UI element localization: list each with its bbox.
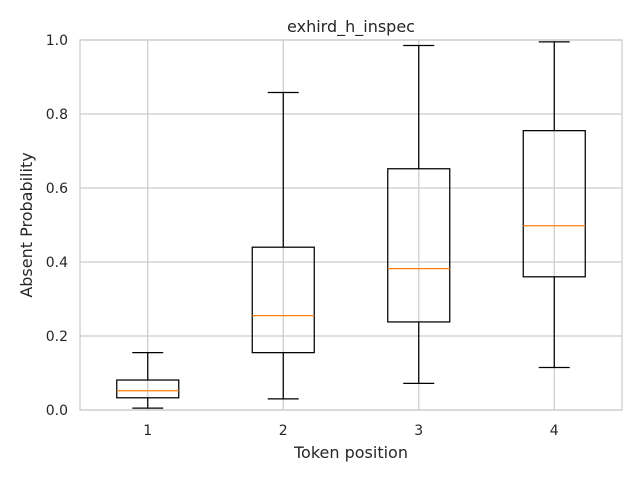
iqr-box [522,130,586,278]
box-series [116,41,586,409]
chart-title: exhird_h_inspec [287,17,415,37]
box-1 [116,352,180,409]
y-tick-label: 0.6 [46,181,68,197]
x-tick-label: 1 [143,423,152,439]
x-tick-label: 3 [414,423,423,439]
box-3 [387,44,451,384]
x-tick-label: 2 [279,423,288,439]
x-tick-labels: 1 2 3 4 [143,423,559,439]
y-tick-label: 1.0 [46,33,68,49]
y-axis-label: Absent Probability [17,152,36,297]
y-tick-label: 0.4 [46,255,68,271]
iqr-box [116,379,180,399]
x-axis-label: Token position [293,443,408,462]
y-tick-labels: 0.0 0.2 0.4 0.6 0.8 1.0 [46,33,68,419]
iqr-box [387,168,451,323]
plot-area-frame [79,39,623,411]
y-tick-label: 0.0 [46,403,68,419]
box-4 [522,41,586,369]
box-2 [251,91,315,400]
y-tick-label: 0.2 [46,329,68,345]
iqr-box [251,246,315,354]
x-tick-label: 4 [550,423,559,439]
y-tick-label: 0.8 [46,107,68,123]
